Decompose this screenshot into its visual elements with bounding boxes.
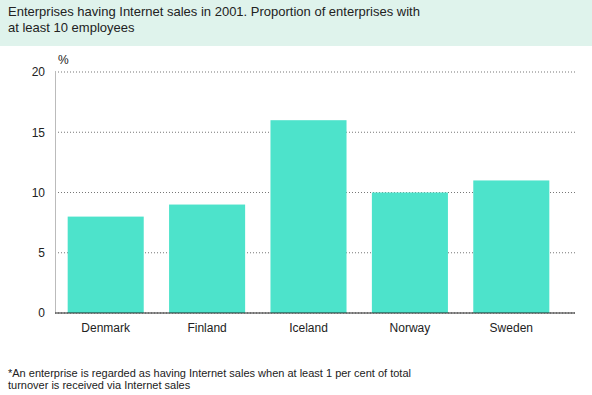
y-tick: 10 xyxy=(32,186,55,200)
x-tick-label: Denmark xyxy=(81,321,131,335)
bars xyxy=(68,120,550,313)
x-tick-label: Norway xyxy=(390,321,431,335)
y-tick: 20 xyxy=(32,65,55,79)
bar xyxy=(473,180,549,313)
x-axis: Denmark Finland Iceland Norway Sweden xyxy=(55,313,575,335)
grid xyxy=(55,72,575,313)
bar xyxy=(169,205,245,313)
x-tick-label: Iceland xyxy=(289,321,328,335)
x-tick-label: Finland xyxy=(187,321,226,335)
header-band xyxy=(0,0,592,46)
y-tick-label: 0 xyxy=(38,306,45,320)
y-tick: 5 xyxy=(38,246,55,260)
chart: Enterprises having Internet sales in 200… xyxy=(0,0,592,395)
y-tick-label: 15 xyxy=(32,126,46,140)
y-tick-label: 10 xyxy=(32,186,46,200)
y-axis-line xyxy=(55,73,56,314)
y-tick: 0 xyxy=(38,306,55,320)
y-axis: 0 5 10 15 20 xyxy=(32,65,56,320)
x-tick: Sweden xyxy=(490,313,533,335)
y-tick: 15 xyxy=(32,126,55,140)
y-tick-label: 5 xyxy=(38,246,45,260)
y-axis-label: % xyxy=(58,53,69,67)
bar xyxy=(68,217,144,313)
x-tick: Iceland xyxy=(289,313,328,335)
x-tick: Denmark xyxy=(81,313,131,335)
x-tick: Finland xyxy=(187,313,226,335)
y-tick-label: 20 xyxy=(32,65,46,79)
bar xyxy=(270,120,346,313)
bar xyxy=(372,193,448,314)
footnote: *An enterprise is regarded as having Int… xyxy=(8,367,411,391)
x-axis-line xyxy=(55,313,575,314)
x-tick-label: Sweden xyxy=(490,321,533,335)
x-tick: Norway xyxy=(390,313,431,335)
grid-line xyxy=(55,313,575,314)
title: Enterprises having Internet sales in 200… xyxy=(8,4,420,35)
grid-line xyxy=(55,72,575,73)
